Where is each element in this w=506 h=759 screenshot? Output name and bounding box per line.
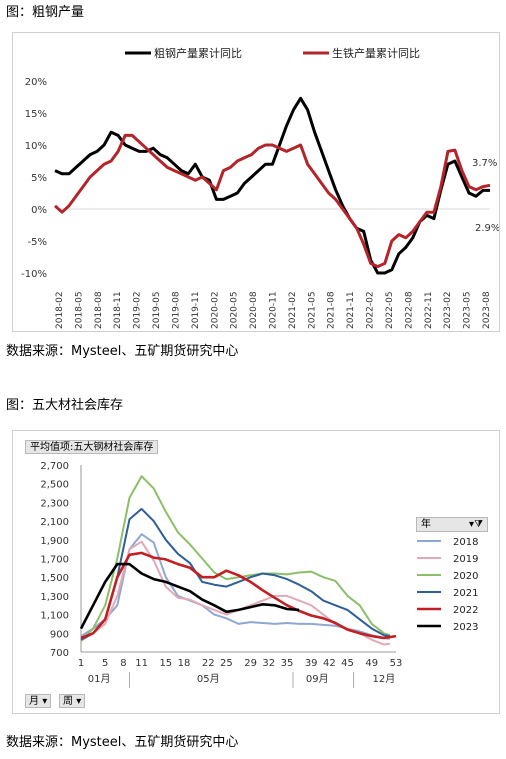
x-tick-label: 53: [390, 658, 403, 669]
x-tick-label: 2019-11: [191, 291, 201, 329]
x-tick-label: 2018-05: [74, 291, 84, 329]
x-tick-label: 2022-08: [404, 291, 414, 329]
series-line: [54, 96, 490, 275]
x-tick-label: 2020-05: [230, 291, 240, 329]
x-tick-label: 49: [365, 658, 378, 669]
week-field-label: 周: [63, 696, 73, 707]
month-field-label: 月: [29, 696, 39, 707]
figure2-caption: 图：五大材社会库存: [6, 398, 124, 413]
legend-label: 2020: [453, 571, 478, 582]
x-tick-label: 2020-02: [210, 291, 220, 329]
y-tick-label: 2,700: [40, 461, 69, 472]
x-tick-label: 2023-02: [443, 291, 453, 329]
x-tick-label: 11: [135, 658, 148, 669]
x-tick-label: 2018-11: [113, 291, 123, 329]
series-line: [53, 133, 491, 269]
dropdown-icon: ▾: [42, 696, 48, 707]
x-tick-label: 2018-02: [55, 291, 65, 329]
crude-steel-chart: 20% 15% 10% 5% 0% -5% -10% 2018-02 2018-05 2018-0…: [12, 32, 500, 332]
figure2-source: 数据来源：Mysteel、五矿期货研究中心: [6, 735, 239, 750]
x-tick-label: 2021-05: [307, 291, 317, 329]
figure1-caption: 图：粗钢产量: [6, 5, 85, 20]
x-tick-label: 2019-02: [133, 291, 143, 329]
y-tick-label: 2,100: [40, 517, 69, 528]
x-tick-label: 35: [281, 658, 294, 669]
y-tick-label: 10%: [25, 141, 47, 152]
month-label: 05月: [197, 673, 220, 685]
month-field-button[interactable]: 月 ▾: [25, 694, 52, 708]
series-line: [79, 562, 300, 630]
x-tick-label: 25: [220, 658, 233, 669]
annotation-label: 2.9%: [475, 223, 499, 234]
y-tick-label: 900: [50, 629, 69, 640]
x-tick-label: 2021-08: [327, 291, 337, 329]
y-tick-label: 1,500: [40, 573, 69, 584]
legend-label: 2022: [453, 605, 478, 616]
x-tick-label: 15: [159, 658, 172, 669]
y-tick-label: 2,300: [40, 498, 69, 509]
series-line: [80, 475, 391, 642]
x-tick-label: 1: [78, 658, 84, 669]
x-tick-label: 2019-05: [152, 291, 162, 329]
crude-steel-svg: 20% 15% 10% 5% 0% -5% -10% 2018-02 2018-05 2018-0…: [21, 46, 500, 329]
legend-label: 2018: [453, 537, 478, 548]
week-field-button[interactable]: 周 ▾: [59, 694, 86, 708]
x-tick-label: 2023-08: [482, 291, 492, 329]
x-tick-label: 2020-11: [269, 291, 279, 329]
x-tick-label: 2021-11: [346, 291, 356, 329]
x-tick-label: 2019-08: [171, 291, 181, 329]
y-tick-label: 1,100: [40, 611, 69, 622]
series-line: [80, 551, 397, 640]
month-label: 01月: [88, 673, 111, 685]
x-tick-label: 2022-05: [385, 291, 395, 329]
y-tick-label: 700: [50, 648, 69, 659]
y-tick-label: -5%: [28, 237, 47, 248]
dropdown-icon: ▾: [76, 696, 82, 707]
y-tick-label: 2,500: [40, 480, 69, 491]
annotation-label: 3.7%: [472, 158, 497, 169]
series-line: [80, 507, 391, 641]
series-line: [80, 533, 391, 640]
x-tick-label: 32: [262, 658, 275, 669]
inventory-chart: 2,700 2,500 2,300 2,100 1,900 1,700 1,500 1,300…: [12, 430, 500, 714]
legend-year-label: 年: [421, 519, 431, 530]
x-tick-label: 2023-05: [463, 291, 473, 329]
y-tick-label: 20%: [25, 77, 47, 88]
legend-label: 生铁产量累计同比: [332, 46, 420, 60]
legend-label: 2023: [453, 622, 478, 633]
legend-label: 粗钢产量累计同比: [154, 46, 242, 60]
x-tick-label: 22: [202, 658, 215, 669]
y-tick-label: 15%: [25, 109, 47, 120]
x-tick-label: 39: [305, 658, 318, 669]
y-tick-label: 0%: [31, 205, 47, 216]
pivot-field-title[interactable]: 平均值项:五大钢材社会库存: [25, 440, 159, 454]
y-tick-label: 5%: [31, 173, 47, 184]
x-tick-label: 2021-02: [288, 291, 298, 329]
x-tick-label: 2020-08: [249, 291, 259, 329]
month-label: 12月: [373, 673, 396, 685]
x-tick-label: 2018-08: [94, 291, 104, 329]
legend-label: 2021: [453, 588, 478, 599]
x-tick-label: 18: [178, 658, 191, 669]
legend-year-field[interactable]: 年 ▾⧩: [416, 517, 488, 532]
y-tick-label: -10%: [21, 269, 47, 280]
x-tick-label: 8: [120, 658, 126, 669]
x-tick-label: 2022-11: [424, 291, 434, 329]
figure1-source: 数据来源：Mysteel、五矿期货研究中心: [6, 344, 239, 359]
y-tick-label: 1,900: [40, 536, 69, 547]
x-tick-label: 42: [323, 658, 336, 669]
x-tick-label: 2022-02: [366, 291, 376, 329]
legend-label: 2019: [453, 554, 478, 565]
month-label: 09月: [306, 673, 329, 685]
x-tick-label: 45: [341, 658, 354, 669]
inventory-svg: 2,700 2,500 2,300 2,100 1,900 1,700 1,500 1,300…: [40, 461, 478, 688]
y-tick-label: 1,700: [40, 555, 69, 566]
y-tick-label: 1,300: [40, 592, 69, 603]
x-tick-label: 29: [244, 658, 257, 669]
x-tick-label: 5: [102, 658, 108, 669]
filter-icon[interactable]: ▾⧩: [469, 519, 483, 530]
